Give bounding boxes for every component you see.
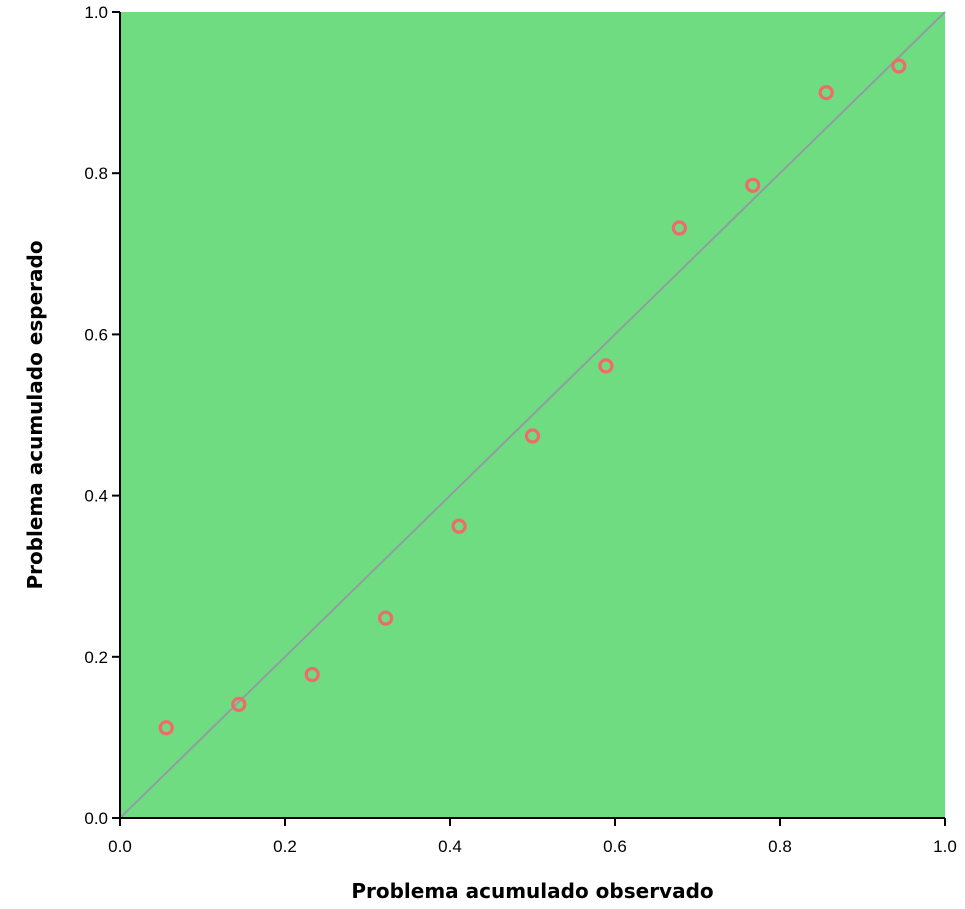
x-tick-label: 0.2 <box>273 837 297 856</box>
x-tick-label: 0.4 <box>438 837 462 856</box>
y-tick-label: 1.0 <box>84 3 108 22</box>
data-point <box>524 428 541 444</box>
y-tick-label: 0.6 <box>84 325 108 344</box>
data-point <box>304 666 320 683</box>
data-point <box>158 720 174 736</box>
y-tick-label: 0.8 <box>84 164 108 183</box>
data-point <box>378 610 394 626</box>
y-tick-label: 0.4 <box>84 487 108 506</box>
data-points-layer <box>158 58 907 736</box>
data-point <box>451 518 467 534</box>
data-point <box>891 58 907 74</box>
y-tick-label: 0.2 <box>84 648 108 667</box>
y-tick-label: 0.0 <box>84 809 108 828</box>
axes-layer <box>119 12 945 819</box>
data-point <box>231 696 247 712</box>
x-tick-label: 0.0 <box>108 837 132 856</box>
reference-line-layer <box>119 11 946 819</box>
x-tick-label: 1.0 <box>933 837 957 856</box>
data-point <box>671 220 687 236</box>
ticks-layer: 0.0 0.2 0.4 0.6 0.8 1.0 0.0 0.2 0.4 0.6 0.8 1.0 <box>84 3 956 856</box>
x-tick-label: 0.6 <box>603 837 627 856</box>
data-point <box>745 177 761 193</box>
x-tick-label: 0.8 <box>768 837 792 856</box>
data-point <box>818 84 834 101</box>
y-axis-title: Problema acumulado esperado <box>23 240 47 589</box>
data-point <box>598 358 614 374</box>
reference-line <box>119 11 946 819</box>
x-axis-title: Problema acumulado observado <box>351 879 713 903</box>
